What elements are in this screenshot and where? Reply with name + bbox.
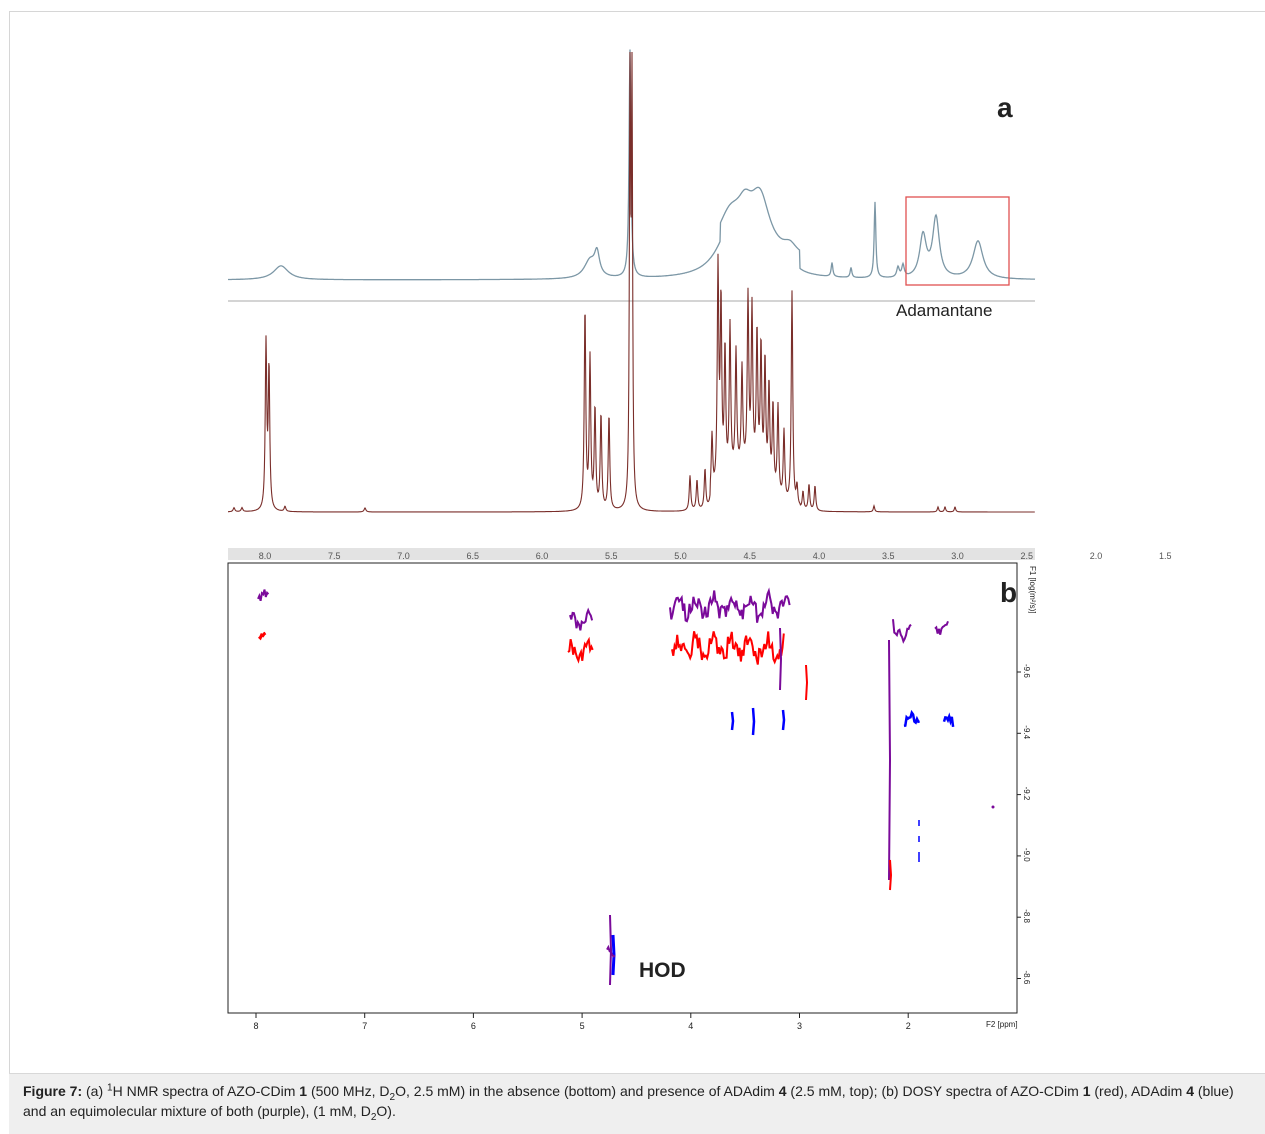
dosy-x-tick-label: 2 — [906, 1021, 911, 1031]
ppm-tick-label: 3.5 — [882, 551, 895, 561]
dosy-signal — [888, 639, 892, 881]
dosy-plot-frame — [227, 562, 1018, 1014]
ppm-tick-label: 6.0 — [536, 551, 549, 561]
panel-b: b HOD 8 7 6 5 4 3 2 -9.6 -9.4 -9.2 -9.0 -8.8 -8.6 F… — [227, 562, 1037, 1031]
figure-frame — [9, 11, 1265, 1134]
caption-fragment: (500 MHz, D — [307, 1083, 390, 1099]
dosy-x-tick-label: 8 — [253, 1021, 258, 1031]
caption-fragment: (2.5 mM, top); (b) DOSY spectra of AZO-C… — [786, 1083, 1083, 1099]
dosy-y-tick-label: -8.8 — [1022, 909, 1031, 923]
dosy-x-tick-label: 6 — [471, 1021, 476, 1031]
ppm-tick-label: 5.5 — [605, 551, 618, 561]
f1-axis-label: F1 [log(m²/s)] — [1028, 566, 1037, 614]
caption-fragment: (a) — [82, 1083, 108, 1099]
f2-axis-label: F2 [ppm] — [986, 1020, 1018, 1029]
caption-fragment: H NMR spectra of AZO-CDim — [112, 1083, 300, 1099]
caption-fragment: 4 — [778, 1083, 787, 1099]
dosy-signal — [606, 944, 616, 958]
dosy-signal — [609, 914, 613, 986]
caption-fragment: (red), ADAdim — [1090, 1083, 1187, 1099]
dosy-signal — [781, 709, 786, 731]
dosy-signal — [889, 859, 893, 891]
figure-caption: Figure 7: (a) 1H NMR spectra of AZO-CDim… — [23, 1081, 1253, 1123]
caption-fragment: 2 — [370, 1111, 377, 1123]
caption-fragment: O, 2.5 mM) in the absence (bottom) and p… — [395, 1083, 779, 1099]
caption-fragment: O). — [376, 1103, 396, 1119]
dosy-signal — [751, 707, 756, 736]
dosy-signal — [671, 631, 785, 665]
ppm-tick-label: 6.5 — [466, 551, 479, 561]
ppm-tick-label: 8.0 — [259, 551, 272, 561]
ppm-tick-label: 2.5 — [1020, 551, 1033, 561]
dosy-signal — [934, 620, 949, 635]
caption-fragment: 1 — [1082, 1083, 1091, 1099]
dosy-signal — [903, 709, 920, 728]
panel-a: a Adamantane 8.0 7.5 7.0 6.5 6.0 5.5 5.0 4.5 4.0… — [228, 49, 1172, 561]
dosy-x-tick-label: 7 — [362, 1021, 367, 1031]
dosy-x-tick-label: 5 — [580, 1021, 585, 1031]
dosy-y-tick-label: -8.6 — [1022, 971, 1031, 985]
dosy-signal — [669, 587, 791, 623]
dosy-signal — [991, 805, 995, 809]
ppm-tick-label: 1.5 — [1159, 551, 1172, 561]
ppm-tick-label: 5.0 — [674, 551, 687, 561]
ppm-tick-label: 4.0 — [813, 551, 826, 561]
caption-box: Figure 7: (a) 1H NMR spectra of AZO-CDim… — [9, 1073, 1265, 1134]
adamantane-box — [905, 196, 1010, 286]
dosy-signal — [892, 619, 912, 644]
dosy-signal — [730, 711, 735, 731]
ppm-tick-label: 7.5 — [328, 551, 341, 561]
dosy-y-tick-label: -9.2 — [1022, 787, 1031, 801]
dosy-y-tick-label: -9.4 — [1022, 725, 1031, 739]
caption-figure-label: Figure 7: — [23, 1083, 83, 1099]
dosy-signal — [569, 607, 594, 631]
ppm-axis-bar — [228, 548, 1035, 560]
dosy-signal — [779, 627, 783, 691]
dosy-x-tick-label: 4 — [688, 1021, 693, 1031]
dosy-x-tick-label: 3 — [797, 1021, 802, 1031]
dosy-signal — [257, 631, 267, 641]
dosy-y-tick-label: -9.0 — [1022, 848, 1031, 862]
bottom-spectrum-line — [228, 51, 1035, 513]
dosy-signal — [942, 712, 955, 728]
dosy-signal — [805, 664, 809, 701]
panel-b-label: b — [1000, 577, 1017, 608]
caption-fragment: 1 — [107, 1082, 113, 1094]
dosy-signals — [257, 587, 995, 986]
dosy-x-ticks: 8 7 6 5 4 3 2 — [253, 1013, 911, 1031]
dosy-y-tick-label: -9.6 — [1022, 664, 1031, 678]
ppm-tick-label: 4.5 — [743, 551, 756, 561]
panel-a-label: a — [997, 92, 1013, 123]
caption-fragment: (blue) and an equimolecular mixture of b… — [23, 1083, 1234, 1119]
dosy-signal — [257, 589, 270, 602]
caption-fragment: 1 — [299, 1083, 308, 1099]
ppm-tick-label: 2.0 — [1090, 551, 1103, 561]
caption-fragment: 2 — [389, 1091, 396, 1103]
adamantane-label: Adamantane — [896, 301, 992, 320]
dosy-y-ticks: -9.6 -9.4 -9.2 -9.0 -8.8 -8.6 — [1017, 664, 1031, 985]
dosy-signal — [567, 636, 594, 664]
caption-fragment: 4 — [1186, 1083, 1194, 1099]
figure-7-graphic: a Adamantane 8.0 7.5 7.0 6.5 6.0 5.5 5.0 4.5 4.0… — [227, 49, 1172, 1031]
ppm-axis-ticks: 8.0 7.5 7.0 6.5 6.0 5.5 5.0 4.5 4.0 3.5 3.0 2.5 2.0 1… — [259, 551, 1172, 561]
ppm-tick-label: 7.0 — [397, 551, 410, 561]
hod-label: HOD — [639, 959, 686, 982]
ppm-tick-label: 3.0 — [951, 551, 964, 561]
